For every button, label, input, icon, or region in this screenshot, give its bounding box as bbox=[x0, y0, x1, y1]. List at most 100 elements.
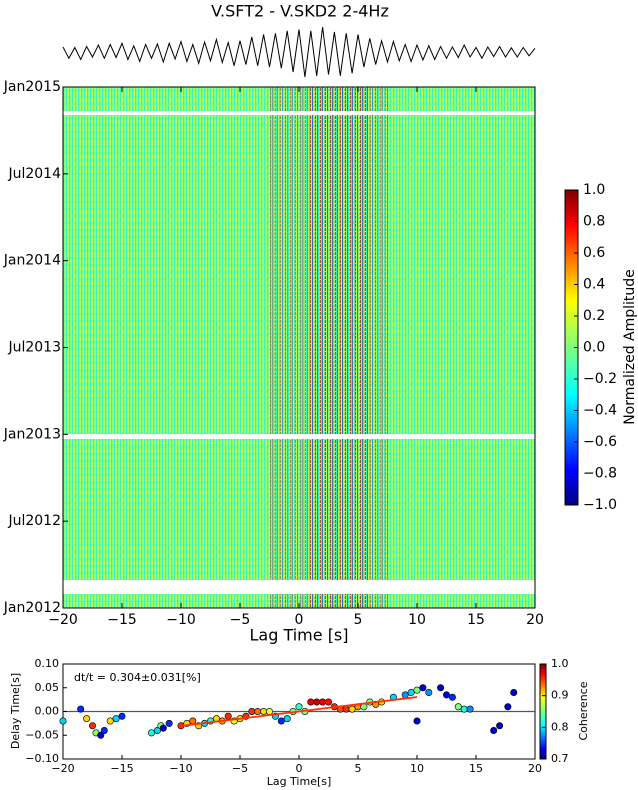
chart-title: V.SFT2 - V.SKD2 2-4Hz bbox=[211, 2, 389, 21]
scatter-point bbox=[260, 707, 268, 715]
colorbar-tick-label: −0.6 bbox=[583, 434, 617, 450]
colorbar-tick-label: 0.2 bbox=[583, 308, 605, 324]
colorbar-tick-label: −1.0 bbox=[583, 497, 617, 513]
scatter-point bbox=[248, 707, 256, 715]
scatter-point bbox=[460, 705, 468, 713]
scatter-point bbox=[466, 705, 474, 713]
y-tick-label: Jul2014 bbox=[7, 166, 61, 182]
scatter-point bbox=[89, 722, 97, 730]
scatter-point bbox=[490, 726, 498, 734]
colorbar bbox=[539, 663, 547, 760]
x-axis-label: Lag Time [s] bbox=[249, 626, 348, 645]
colorbar-tick-label: 1.0 bbox=[583, 182, 605, 198]
annotation: dt/t = 0.304±0.031[%] bbox=[74, 671, 201, 684]
x-tick-label: −10 bbox=[169, 762, 192, 775]
x-tick-label: 0 bbox=[295, 612, 304, 628]
scatter-point bbox=[283, 715, 291, 723]
x-tick-label: −15 bbox=[110, 762, 133, 775]
colorbar-tick-label: 0.6 bbox=[583, 245, 605, 261]
x-tick-label: −10 bbox=[166, 612, 196, 628]
y-tick-label: Jan2013 bbox=[3, 426, 61, 442]
scatter-point bbox=[413, 686, 421, 694]
x-tick-label: 20 bbox=[528, 762, 542, 775]
colorbar-tick-label: −0.2 bbox=[583, 371, 617, 387]
scatter-point bbox=[224, 712, 232, 720]
scatter-point bbox=[165, 719, 173, 727]
x-tick-label: 0 bbox=[296, 762, 303, 775]
y-tick-label: Jan2015 bbox=[3, 79, 61, 95]
scatter-point bbox=[437, 684, 445, 692]
scatter-point bbox=[413, 717, 421, 725]
colorbar-tick-label: 0.9 bbox=[551, 689, 569, 702]
colorbar-tick-label: 0.8 bbox=[551, 720, 569, 733]
scatter-point bbox=[442, 691, 450, 699]
x-tick-label: −5 bbox=[230, 612, 251, 628]
x-tick-label: 20 bbox=[526, 612, 544, 628]
x-tick-label: 5 bbox=[355, 762, 362, 775]
fit-line bbox=[180, 696, 418, 727]
scatter-point bbox=[148, 729, 156, 737]
scatter-point bbox=[153, 726, 161, 734]
scatter-point bbox=[118, 712, 126, 720]
y-axis-label: Delay Time[s] bbox=[9, 673, 22, 749]
data-gap bbox=[63, 580, 535, 594]
scatter-point bbox=[313, 698, 321, 706]
scatter-point bbox=[277, 717, 285, 725]
scatter-point bbox=[324, 698, 332, 706]
data-gap bbox=[63, 111, 535, 115]
heatmap-texture bbox=[310, 87, 370, 608]
colorbar-tick-label: −0.8 bbox=[583, 466, 617, 482]
scatter-point bbox=[425, 688, 433, 696]
scatter-point bbox=[106, 717, 114, 725]
x-axis-label: Lag Time[s] bbox=[267, 775, 332, 788]
colorbar-tick-label: 0.4 bbox=[583, 277, 605, 293]
heatmap-image bbox=[62, 86, 536, 609]
y-tick-label: 0.10 bbox=[35, 657, 60, 670]
scatter-point bbox=[112, 715, 120, 723]
y-tick-label: Jan2012 bbox=[3, 600, 61, 616]
scatter-point bbox=[295, 703, 303, 711]
scatter-point bbox=[348, 705, 356, 713]
scatter-point bbox=[448, 693, 456, 701]
scatter-point bbox=[454, 703, 462, 711]
scatter-point bbox=[504, 703, 512, 711]
x-tick-label: −20 bbox=[51, 762, 74, 775]
y-tick-label: −0.10 bbox=[25, 752, 59, 765]
scatter-point bbox=[407, 688, 415, 696]
scatter-point bbox=[77, 705, 85, 713]
colorbar-tick-label: 1.0 bbox=[551, 657, 569, 670]
y-tick-label: −0.05 bbox=[25, 728, 59, 741]
scatter-point bbox=[159, 724, 167, 732]
x-tick-label: 10 bbox=[410, 762, 424, 775]
scatter-point bbox=[496, 722, 504, 730]
scatter-point bbox=[510, 688, 518, 696]
colorbar-tick-label: 0.7 bbox=[551, 752, 569, 765]
colorbar-tick-label: 0.8 bbox=[583, 214, 605, 230]
y-tick-label: 0.00 bbox=[35, 705, 60, 718]
y-tick-label: Jul2013 bbox=[7, 340, 61, 356]
scatter-point bbox=[83, 715, 91, 723]
x-tick-label: −5 bbox=[232, 762, 248, 775]
colorbar-label: Normalized Amplitude bbox=[622, 269, 638, 425]
scatter-point bbox=[254, 707, 262, 715]
colorbar-tick-label: 0.0 bbox=[583, 340, 605, 356]
scatter-point bbox=[189, 717, 197, 725]
y-tick-label: Jan2014 bbox=[3, 253, 61, 269]
waveform bbox=[62, 26, 536, 78]
x-tick-label: 15 bbox=[469, 762, 483, 775]
x-tick-label: 5 bbox=[354, 612, 363, 628]
scatter-point bbox=[100, 726, 108, 734]
y-tick-label: Jul2012 bbox=[7, 513, 61, 529]
colorbar-label: Coherence bbox=[577, 681, 590, 740]
scatter-point bbox=[59, 717, 67, 725]
scatter-point bbox=[265, 707, 273, 715]
data-gap bbox=[63, 434, 535, 439]
colorbar-tick-label: −0.4 bbox=[583, 403, 617, 419]
x-tick-label: −15 bbox=[107, 612, 137, 628]
scatter-point bbox=[319, 698, 327, 706]
scatter-point bbox=[401, 691, 409, 699]
x-tick-label: 15 bbox=[467, 612, 485, 628]
y-tick-label: 0.05 bbox=[35, 681, 60, 694]
scatter-point bbox=[97, 731, 105, 739]
